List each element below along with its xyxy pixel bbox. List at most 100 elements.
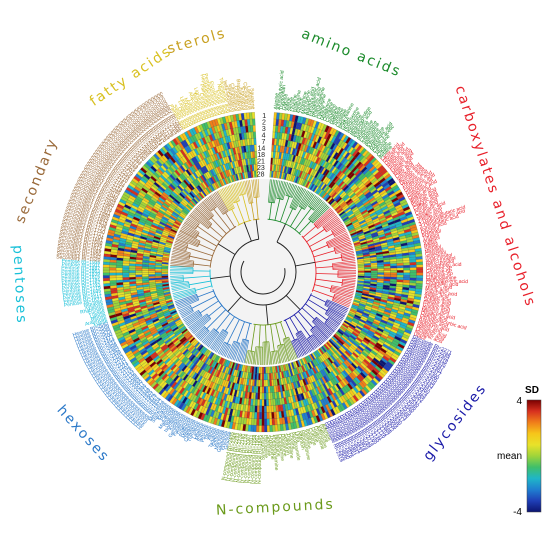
heatmap-cell xyxy=(128,270,136,273)
heatmap-cell xyxy=(257,399,260,407)
heatmap-cell xyxy=(390,265,398,269)
heatmap-cell xyxy=(266,399,269,407)
heatmap-cell xyxy=(141,274,149,277)
colorbar-max-label: 4 xyxy=(516,396,522,407)
heatmap-cell xyxy=(129,276,136,280)
heatmap-cell xyxy=(377,274,385,277)
heatmap-cell xyxy=(155,275,162,279)
heatmap-cell xyxy=(254,144,257,152)
heatmap-cell xyxy=(102,267,110,271)
heatmap-cell xyxy=(258,379,261,387)
heatmap-cell xyxy=(109,267,117,271)
heatmap-cell xyxy=(103,283,111,287)
heatmap-cell xyxy=(370,268,378,271)
heatmap-cell xyxy=(416,275,424,279)
heatmap-cell xyxy=(115,272,123,276)
heatmap-cell xyxy=(257,392,260,400)
heatmap-cell xyxy=(377,266,385,269)
heatmap-cell xyxy=(409,277,417,281)
heatmap-cell xyxy=(396,265,404,269)
heatmap-cell xyxy=(377,268,385,271)
heatmap-cell xyxy=(263,386,267,394)
heatmap-cell xyxy=(409,259,417,263)
heatmap-cell xyxy=(264,418,267,426)
heatmap-cell xyxy=(266,392,269,400)
heatmap-cell xyxy=(267,379,270,387)
heatmap-cell xyxy=(122,279,130,283)
svg-text:amino acids: amino acids xyxy=(299,26,404,81)
heatmap-cell xyxy=(383,268,391,271)
category-label-hexoses: hexoses xyxy=(54,402,113,465)
heatmap-cell xyxy=(102,275,110,279)
heatmap-cell xyxy=(148,272,156,275)
heatmap-cell xyxy=(377,264,384,267)
heatmap-cell xyxy=(256,405,260,413)
heatmap-cell xyxy=(409,272,417,276)
heatmap-cell xyxy=(128,274,136,278)
heatmap-cell xyxy=(102,269,110,273)
heatmap-cell xyxy=(135,270,143,273)
heatmap-cell xyxy=(270,405,274,413)
heatmap-cell xyxy=(249,118,253,126)
category-label-pentoses: pentoses xyxy=(9,245,29,325)
heatmap-cell xyxy=(409,264,417,268)
heatmap-cell xyxy=(403,277,410,281)
heatmap-cell xyxy=(122,272,130,276)
category-label-secondary: secondary xyxy=(12,136,61,226)
heatmap-cell xyxy=(128,265,136,269)
heatmap-cell xyxy=(268,405,272,413)
heatmap-cell xyxy=(154,270,162,273)
heatmap-cell xyxy=(357,268,365,271)
heatmap-cell xyxy=(259,405,262,413)
heatmap-cell xyxy=(383,272,391,275)
heatmap-cell xyxy=(161,275,169,278)
heatmap-cell xyxy=(271,418,275,426)
heatmap-cell xyxy=(268,399,272,406)
svg-text:carboxylates and alcohols: carboxylates and alcohols xyxy=(452,84,539,310)
heatmap-cell xyxy=(251,112,256,119)
heatmap-cell xyxy=(249,112,253,120)
dendrogram xyxy=(169,179,357,366)
heatmap-cell xyxy=(141,270,149,273)
heatmap-cell xyxy=(135,276,143,280)
heatmap-cell xyxy=(141,272,149,275)
heatmap-cell xyxy=(154,272,162,275)
colorbar-legend: SD 4 mean -4 xyxy=(497,385,542,518)
heatmap-cell xyxy=(109,264,117,268)
heatmap-cell xyxy=(396,277,404,280)
heatmap-cell xyxy=(357,270,365,273)
heatmap-cell xyxy=(128,267,136,271)
heatmap-cell xyxy=(409,267,417,271)
svg-text:pentoses: pentoses xyxy=(9,245,29,325)
svg-text:hexoses: hexoses xyxy=(54,402,113,465)
heatmap-cell xyxy=(263,399,267,407)
heatmap-cell xyxy=(256,412,260,420)
heatmap-cell xyxy=(271,412,275,419)
heatmap-cell xyxy=(135,268,143,271)
heatmap-cell xyxy=(403,270,411,273)
heatmap-cell xyxy=(265,386,269,394)
heatmap-cell xyxy=(268,412,272,419)
heatmap-cell xyxy=(103,280,110,284)
heatmap-cell xyxy=(377,272,385,275)
heatmap-cell xyxy=(148,270,156,273)
heatmap-cell xyxy=(266,418,270,426)
heatmap-cell xyxy=(261,392,265,400)
heatmap-cell xyxy=(263,392,267,400)
heatmap-cell xyxy=(259,392,263,400)
heatmap-cell xyxy=(396,263,404,266)
heatmap-cell xyxy=(122,270,130,273)
heatmap-cell xyxy=(103,277,110,282)
heatmap-cell xyxy=(253,138,257,145)
heatmap-cell xyxy=(129,279,136,282)
heatmap-cell xyxy=(256,418,260,426)
heatmap-cell xyxy=(357,272,365,275)
heatmap-cell xyxy=(135,272,143,275)
heatmap-cell xyxy=(416,277,423,282)
heatmap-cell xyxy=(115,274,123,278)
heatmap-cell xyxy=(252,125,256,132)
heatmap-cell xyxy=(161,273,169,277)
category-label-ncomp: N-compounds xyxy=(216,497,335,519)
heatmap-cell xyxy=(109,280,117,284)
